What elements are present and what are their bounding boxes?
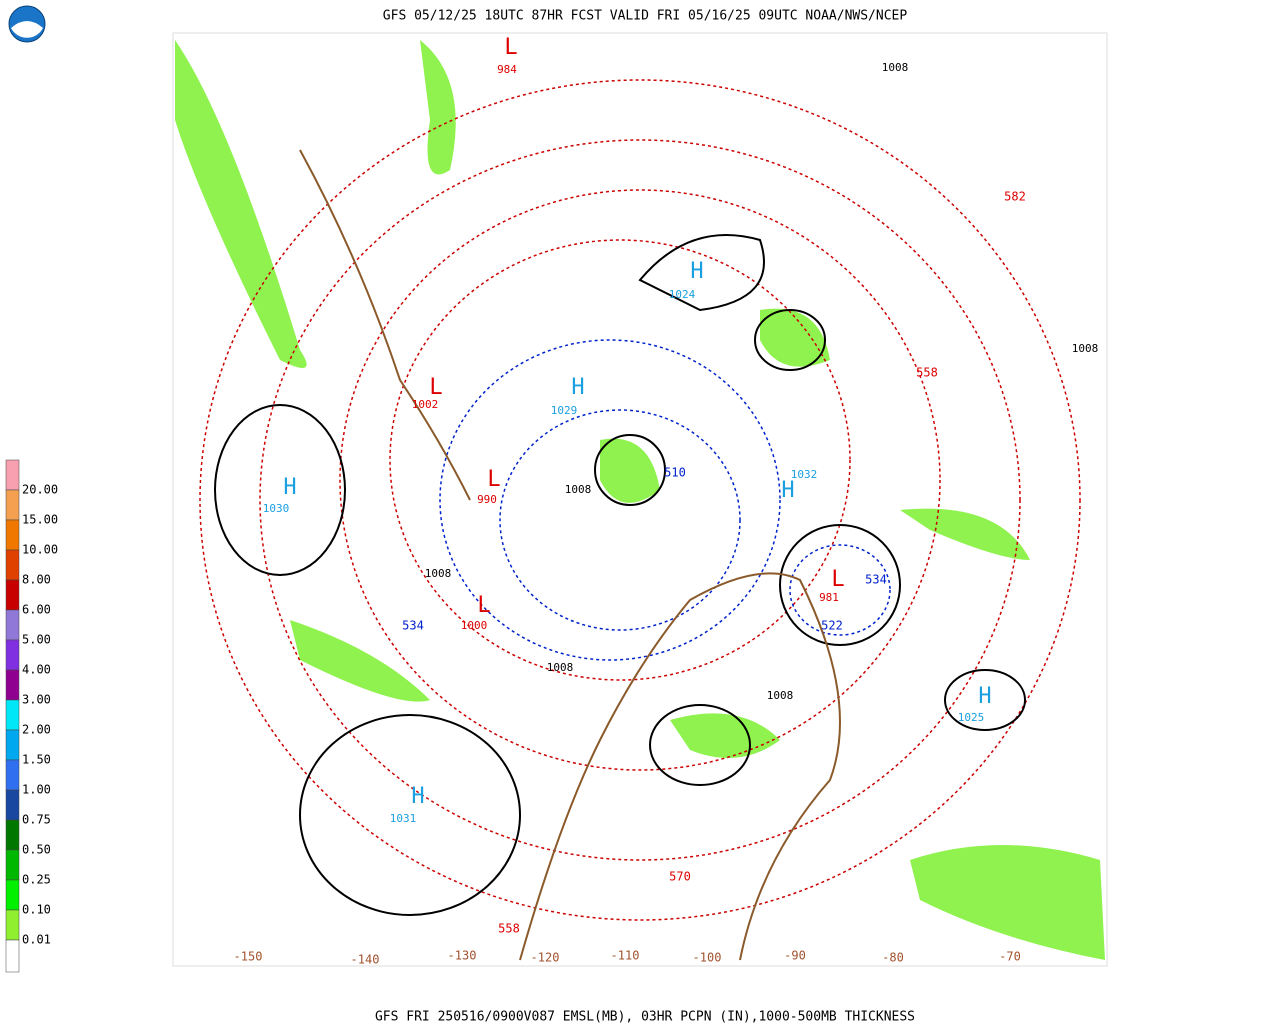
- precip-areas: [175, 40, 1105, 960]
- legend-swatch: [5, 549, 20, 581]
- map-border: [172, 32, 1108, 967]
- legend-label: 8.00: [22, 573, 51, 587]
- longitude-label: -140: [351, 953, 380, 967]
- pressure-center-letter: H: [690, 259, 703, 284]
- pressure-center-letter: L: [504, 35, 517, 60]
- thickness-label: 534: [402, 619, 424, 633]
- legend-swatch: [5, 759, 20, 791]
- thickness-label: 522: [821, 619, 843, 633]
- thickness-label: 582: [1004, 190, 1026, 204]
- pressure-center-value: 1032: [791, 468, 818, 481]
- legend-swatch: [5, 939, 20, 973]
- longitude-label: -130: [448, 949, 477, 963]
- thickness-warm: [199, 79, 1081, 921]
- pressure-center-letter: H: [781, 478, 794, 503]
- isobar-label: 1008: [547, 661, 574, 674]
- legend-label: 0.75: [22, 813, 51, 827]
- title: GFS 05/12/25 18UTC 87HR FCST VALID FRI 0…: [383, 9, 908, 24]
- longitude-label: -100: [693, 951, 722, 965]
- pressure-center-letter: L: [429, 375, 442, 400]
- legend-swatch: [5, 849, 20, 881]
- legend-label: 0.25: [22, 873, 51, 887]
- legend-label: 1.50: [22, 753, 51, 767]
- isobar-label: 1008: [565, 483, 592, 496]
- pressure-center-letter: L: [487, 467, 500, 492]
- noaa-logo-wave: [11, 21, 43, 38]
- thickness-label: 510: [664, 466, 686, 480]
- thickness-label: 558: [498, 922, 520, 936]
- legend-swatch: [5, 789, 20, 821]
- thickness-label: 558: [916, 366, 938, 380]
- longitude-label: -80: [882, 951, 904, 965]
- legend-swatch: [5, 909, 20, 941]
- thickness-label: 534: [865, 573, 887, 587]
- legend-swatch: [5, 639, 20, 671]
- pressure-center-value: 1025: [958, 711, 985, 724]
- pressure-center-value: 1000: [461, 619, 488, 632]
- legend-label: 6.00: [22, 603, 51, 617]
- legend-label: 1.00: [22, 783, 51, 797]
- legend-label: 0.01: [22, 933, 51, 947]
- legend-swatch: [5, 879, 20, 911]
- pressure-center-value: 1029: [551, 404, 578, 417]
- legend-label: 15.00: [22, 513, 58, 527]
- legend-label: 10.00: [22, 543, 58, 557]
- longitude-label: -110: [611, 949, 640, 963]
- pressure-center-value: 1024: [669, 288, 696, 301]
- isobar-label: 1008: [1072, 342, 1099, 355]
- footer-caption: GFS FRI 250516/0900V087 EMSL(MB), 03HR P…: [375, 1010, 915, 1025]
- legend-label: 0.50: [22, 843, 51, 857]
- isobar-label: 1008: [767, 689, 794, 702]
- pressure-center-value: 990: [477, 493, 497, 506]
- isobars: [214, 234, 1026, 916]
- legend-swatch: [5, 729, 20, 761]
- legend-swatch: [5, 669, 20, 701]
- legend-label: 5.00: [22, 633, 51, 647]
- thickness-cold: [439, 339, 891, 661]
- legend-swatch: [5, 699, 20, 731]
- pressure-center-value: 984: [497, 63, 517, 76]
- longitude-label: -70: [999, 950, 1021, 964]
- coastlines: [299, 149, 841, 961]
- legend-label: 0.10: [22, 903, 51, 917]
- thickness-label: 570: [669, 870, 691, 884]
- legend-swatch: [5, 609, 20, 641]
- pressure-center-letter: H: [978, 684, 991, 709]
- legend-swatch: [5, 579, 20, 611]
- longitude-label: -90: [784, 949, 806, 963]
- longitude-label: -120: [531, 951, 560, 965]
- pressure-center-letter: L: [477, 593, 490, 618]
- pressure-center-letter: L: [831, 567, 844, 592]
- pressure-center-value: 1002: [412, 398, 439, 411]
- pressure-center-value: 981: [819, 591, 839, 604]
- pressure-center-letter: H: [283, 475, 296, 500]
- longitude-label: -150: [234, 950, 263, 964]
- legend-swatch: [5, 459, 20, 491]
- legend-swatch: [5, 819, 20, 851]
- isobar-label: 1008: [882, 61, 909, 74]
- map-area: [172, 32, 1108, 967]
- pressure-center-letter: H: [411, 784, 424, 809]
- legend-swatch: [5, 489, 20, 521]
- legend-swatch: [5, 519, 20, 551]
- legend-label: 2.00: [22, 723, 51, 737]
- legend-label: 4.00: [22, 663, 51, 677]
- legend-label: 3.00: [22, 693, 51, 707]
- pressure-center-letter: H: [571, 375, 584, 400]
- pressure-center-value: 1031: [390, 812, 417, 825]
- isobar-label: 1008: [425, 567, 452, 580]
- legend-label: 20.00: [22, 483, 58, 497]
- pressure-center-value: 1030: [263, 502, 290, 515]
